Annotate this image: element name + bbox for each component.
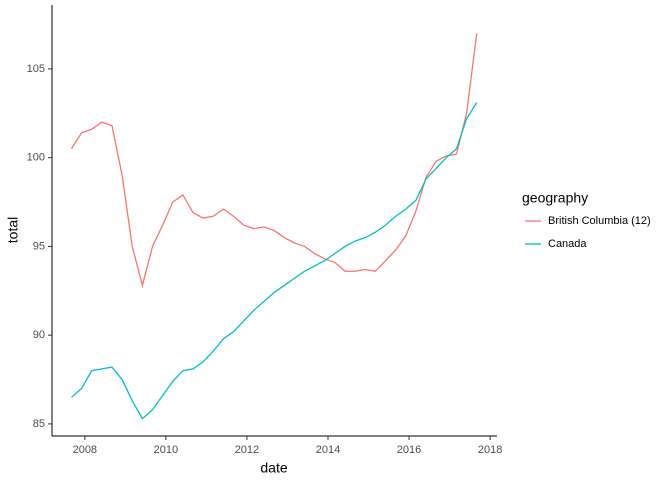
y-tick-label: 90 [33, 329, 45, 341]
y-tick-label: 100 [27, 152, 45, 164]
line-series [70, 33, 478, 289]
legend-label: Canada [548, 238, 587, 250]
x-axis-title: date [260, 460, 287, 476]
x-tick-label: 2010 [154, 444, 178, 456]
x-tick-label: 2014 [316, 444, 340, 456]
y-tick-label: 105 [27, 63, 45, 75]
y-tick-label: 95 [33, 240, 45, 252]
legend-title: geography [522, 190, 588, 206]
legend-label: British Columbia (12) [548, 215, 651, 227]
y-tick-label: 85 [33, 418, 45, 430]
y-axis-title: total [5, 217, 21, 243]
line-series [71, 102, 478, 420]
x-tick-label: 2012 [235, 444, 259, 456]
x-tick-label: 2016 [397, 444, 421, 456]
x-tick-label: 2008 [73, 444, 97, 456]
x-tick-label: 2018 [478, 444, 502, 456]
